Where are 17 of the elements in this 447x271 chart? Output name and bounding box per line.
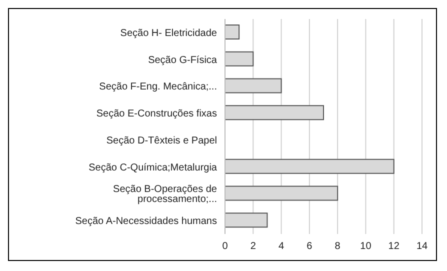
bar	[225, 24, 240, 40]
y-tick-label: Seção G-Física	[148, 54, 218, 66]
x-tick-label: 4	[278, 241, 285, 252]
x-tick-label: 10	[360, 241, 372, 252]
x-tick-label: 2	[250, 241, 256, 252]
x-tick-label: 0	[222, 241, 228, 252]
y-tick-label: Seção C-Química;Metalurgia	[88, 162, 218, 174]
x-tick-label: 6	[306, 241, 313, 252]
x-tick-label: 14	[416, 241, 428, 252]
y-tick-label: Seção H- Eletricidade	[120, 28, 218, 39]
y-tick-label: Seção F-Eng. Mecânica;...	[99, 82, 217, 93]
y-tick-label: Seção A-Necessidades humans	[75, 216, 217, 228]
y-tick-label: Seção E-Construções fixas	[96, 108, 217, 120]
y-tick-label: Seção B-Operações de processamento;...	[113, 184, 218, 206]
x-tick-label: 8	[334, 241, 341, 252]
y-tick-label: Seção D-Têxteis e Papel	[106, 135, 217, 146]
x-tick-label: 12	[388, 241, 400, 252]
